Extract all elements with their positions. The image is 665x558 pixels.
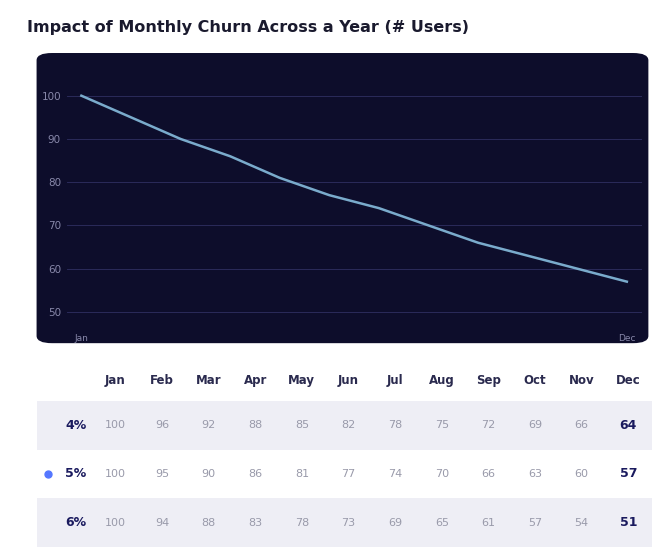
- Text: Jan: Jan: [105, 374, 126, 387]
- Text: 61: 61: [481, 517, 495, 527]
- Text: 83: 83: [248, 517, 262, 527]
- Text: 70: 70: [435, 469, 449, 479]
- Text: 88: 88: [201, 517, 215, 527]
- Text: 69: 69: [388, 517, 402, 527]
- Text: 75: 75: [435, 420, 449, 430]
- Text: 81: 81: [295, 469, 309, 479]
- Text: 73: 73: [341, 517, 356, 527]
- Text: 72: 72: [481, 420, 495, 430]
- Text: 100: 100: [105, 420, 126, 430]
- Text: 60: 60: [575, 469, 589, 479]
- Text: 85: 85: [295, 420, 309, 430]
- Text: 100: 100: [105, 517, 126, 527]
- Text: 63: 63: [528, 469, 542, 479]
- FancyBboxPatch shape: [37, 53, 648, 343]
- Text: 57: 57: [620, 468, 637, 480]
- FancyBboxPatch shape: [37, 450, 652, 498]
- Text: 6%: 6%: [65, 516, 86, 529]
- Text: Oct: Oct: [524, 374, 547, 387]
- Text: Jul: Jul: [387, 374, 404, 387]
- Text: Apr: Apr: [243, 374, 267, 387]
- Text: 5%: 5%: [65, 468, 86, 480]
- Text: Sep: Sep: [476, 374, 501, 387]
- Text: 64: 64: [620, 419, 637, 432]
- Text: 66: 66: [481, 469, 495, 479]
- Text: 94: 94: [155, 517, 169, 527]
- Text: 77: 77: [341, 469, 356, 479]
- Text: Impact of Monthly Churn Across a Year (# Users): Impact of Monthly Churn Across a Year (#…: [27, 20, 469, 35]
- Text: 51: 51: [620, 516, 637, 529]
- Text: May: May: [289, 374, 315, 387]
- Text: 95: 95: [155, 469, 169, 479]
- Text: 69: 69: [528, 420, 542, 430]
- Text: Mar: Mar: [196, 374, 221, 387]
- Text: 57: 57: [528, 517, 542, 527]
- Text: 65: 65: [435, 517, 449, 527]
- Text: 82: 82: [341, 420, 356, 430]
- Text: 66: 66: [575, 420, 589, 430]
- Text: Aug: Aug: [429, 374, 455, 387]
- Text: 78: 78: [295, 517, 309, 527]
- Text: 4%: 4%: [65, 419, 86, 432]
- Text: 78: 78: [388, 420, 402, 430]
- FancyBboxPatch shape: [37, 401, 652, 450]
- Text: Feb: Feb: [150, 374, 174, 387]
- Text: 74: 74: [388, 469, 402, 479]
- Text: 86: 86: [248, 469, 262, 479]
- Text: 54: 54: [575, 517, 589, 527]
- Text: Jun: Jun: [338, 374, 359, 387]
- Text: 92: 92: [201, 420, 215, 430]
- Text: Nov: Nov: [569, 374, 595, 387]
- Text: 100: 100: [105, 469, 126, 479]
- FancyBboxPatch shape: [37, 498, 652, 547]
- Text: Dec: Dec: [616, 374, 641, 387]
- Text: 88: 88: [248, 420, 262, 430]
- Text: 90: 90: [201, 469, 215, 479]
- Text: 96: 96: [155, 420, 169, 430]
